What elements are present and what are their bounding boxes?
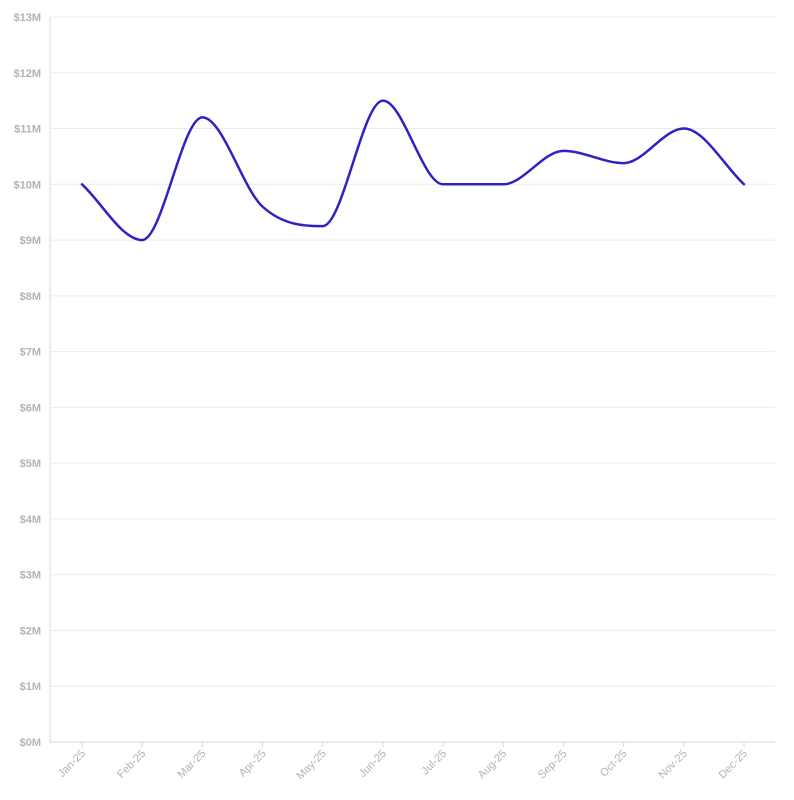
y-tick-label: $0M — [20, 737, 41, 749]
y-tick-label: $11M — [14, 124, 41, 136]
series-lines — [80, 99, 746, 242]
x-tick-label: Mar-25 — [175, 748, 208, 781]
y-tick-label: $2M — [20, 625, 41, 637]
y-tick-label: $10M — [13, 179, 41, 191]
y-tick-label: $1M — [20, 681, 41, 693]
series-line — [80, 99, 746, 242]
y-tick-label: $8M — [20, 291, 41, 303]
y-tick-label: $12M — [13, 68, 41, 80]
y-axis-tick-labels: $0M $1M $2M $3M $4M $5M $6M $7M $8M $9M $10M $11M $1… — [13, 12, 41, 749]
x-tick-label: Nov-25 — [656, 748, 690, 782]
x-tick-label: Oct-25 — [598, 748, 630, 780]
axes — [49, 17, 775, 747]
y-tick-label: $7M — [20, 347, 41, 359]
x-tick-label: Dec-25 — [717, 748, 751, 782]
x-tick-label: Jan-25 — [56, 748, 88, 780]
x-tick-label: Aug-25 — [476, 748, 510, 782]
grid-lines — [50, 16, 775, 687]
y-tick-label: $6M — [20, 402, 41, 414]
y-tick-label: $5M — [20, 458, 41, 470]
x-tick-label: Jun-25 — [357, 748, 389, 780]
x-axis-tick-labels: Jan-25 Feb-25 Mar-25 Apr-25 May-25 Jun-25 Jul-… — [56, 748, 750, 782]
y-tick-label: $3M — [20, 570, 41, 582]
y-tick-label: $9M — [20, 235, 41, 247]
x-tick-label: Feb-25 — [115, 748, 148, 781]
x-tick-label: Apr-25 — [237, 748, 269, 780]
x-tick-label: Sep-25 — [536, 748, 570, 782]
y-tick-label: $13M — [13, 12, 41, 24]
x-tick-label: May-25 — [294, 748, 328, 782]
x-tick-label: Jul-25 — [420, 748, 450, 778]
y-tick-label: $4M — [20, 514, 41, 526]
